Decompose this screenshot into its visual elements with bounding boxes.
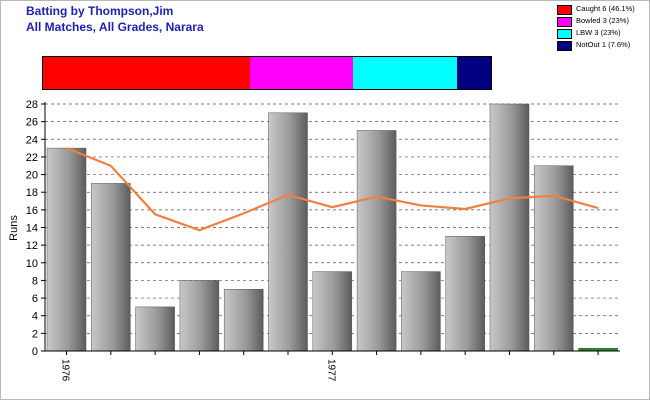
legend-swatch-bowled [557, 17, 572, 27]
bar [356, 130, 397, 352]
y-tick-label: 16 [26, 205, 38, 217]
x-tick-label: 1977 [325, 359, 336, 382]
bar [401, 271, 441, 352]
y-tick-label: 18 [26, 187, 38, 199]
y-axis-label: Runs [8, 215, 20, 241]
y-tick-label: 4 [32, 311, 38, 323]
chart-title: Batting by Thompson,Jim [26, 4, 174, 18]
bar [135, 306, 175, 352]
y-tick-label: 0 [32, 346, 38, 358]
y-tick-label: 20 [26, 170, 38, 182]
x-tick-label: 1976 [60, 359, 71, 382]
dist-segment-lbw [353, 57, 457, 89]
average-trend-line [66, 147, 599, 232]
dismissal-distribution-bar [42, 56, 492, 90]
dist-segment-caught [43, 57, 251, 89]
legend-label-lbw: LBW 3 (23%) [576, 28, 621, 37]
y-tick-label: 26 [26, 117, 38, 129]
y-tick-label: 2 [32, 328, 38, 340]
y-tick-label: 28 [26, 99, 38, 111]
legend-label-bowled: Bowled 3 (23%) [576, 16, 629, 25]
legend-swatch-lbw [557, 29, 572, 39]
chart-subtitle: All Matches, All Grades, Narara [26, 20, 204, 34]
y-tick-label: 12 [26, 240, 38, 252]
dist-segment-bowled [250, 57, 354, 89]
legend-label-caught: Caught 6 (46.1%) [576, 4, 635, 13]
bar [46, 147, 87, 352]
bar [489, 103, 530, 352]
y-tick-label: 8 [32, 275, 38, 287]
bar [223, 289, 264, 352]
y-tick-label: 24 [26, 134, 38, 146]
y-tick-label: 22 [26, 152, 38, 164]
legend-label-notout: NotOut 1 (7.6%) [576, 40, 631, 49]
dist-segment-notout [456, 57, 491, 89]
bar [91, 183, 131, 352]
bar [268, 112, 308, 352]
legend-swatch-notout [557, 41, 572, 51]
bar [445, 236, 485, 352]
y-tick-label: 14 [26, 223, 38, 235]
bar [179, 280, 220, 352]
y-tick-label: 6 [32, 293, 38, 305]
legend-swatch-caught [557, 5, 572, 15]
bar [534, 165, 574, 352]
y-tick-label: 10 [26, 258, 38, 270]
bar [312, 271, 353, 352]
